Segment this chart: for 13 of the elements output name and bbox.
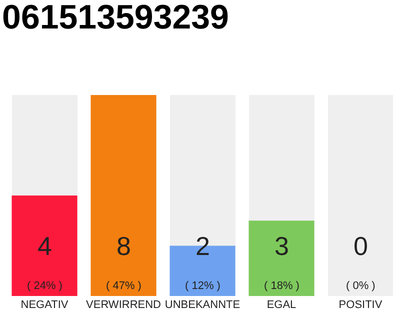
data-label: 8 ( 47% ) bbox=[106, 231, 142, 292]
x-tick-label: EGAL bbox=[266, 299, 296, 311]
bar bbox=[248, 220, 314, 296]
x-tick-label: VERWIRREND bbox=[86, 299, 162, 311]
data-label: 4 ( 24% ) bbox=[27, 231, 62, 292]
bar bbox=[90, 95, 156, 296]
data-label: 0 ( 0% ) bbox=[346, 231, 376, 292]
bar bbox=[12, 196, 78, 296]
x-tick-label: UNBEKANNTE bbox=[164, 299, 240, 311]
x-tick-label: NEGATIV bbox=[20, 299, 69, 311]
data-label: 3 ( 18% ) bbox=[264, 231, 300, 292]
x-tick-label: POSITIV bbox=[338, 299, 383, 311]
chart-title: 061513593239 bbox=[2, 0, 229, 37]
